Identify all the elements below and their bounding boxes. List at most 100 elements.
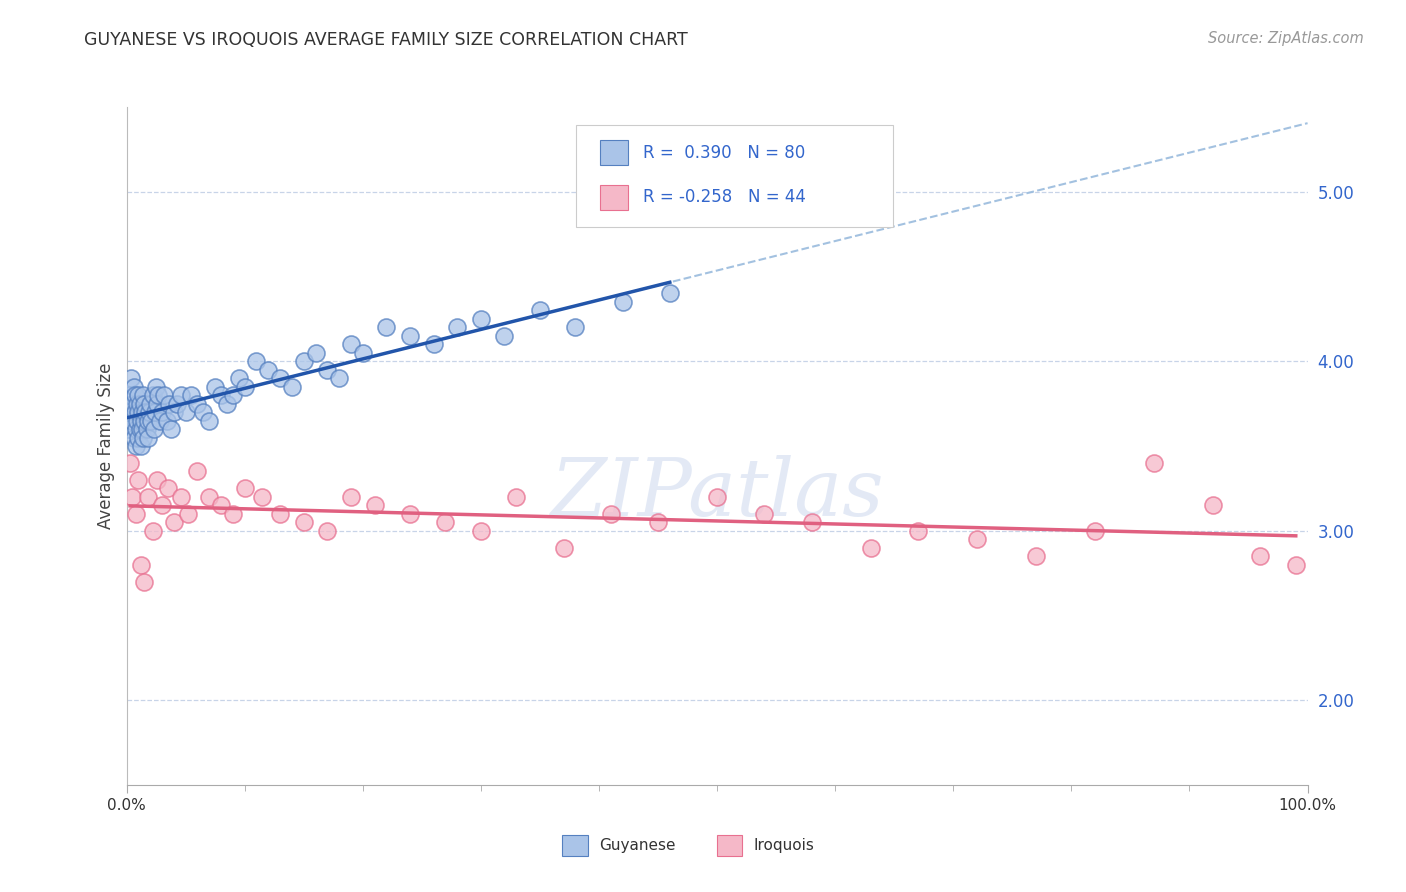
Point <box>150 405 173 419</box>
Point <box>127 405 149 419</box>
Point <box>163 405 186 419</box>
Point <box>204 379 226 393</box>
Point <box>966 532 988 546</box>
Point <box>136 490 159 504</box>
Point <box>148 388 170 402</box>
Point <box>132 388 155 402</box>
Point <box>139 396 162 410</box>
Point <box>269 507 291 521</box>
Point <box>124 405 146 419</box>
Point <box>434 515 457 529</box>
Point <box>1202 498 1225 512</box>
Point <box>209 388 232 402</box>
Point <box>127 430 149 444</box>
Point <box>599 507 621 521</box>
Point <box>186 464 208 478</box>
Point <box>399 328 422 343</box>
Text: Iroquois: Iroquois <box>754 838 814 853</box>
Point <box>142 422 165 436</box>
Point <box>134 396 156 410</box>
Point <box>658 286 681 301</box>
Point <box>553 541 575 555</box>
Text: R = -0.258   N = 44: R = -0.258 N = 44 <box>643 188 806 206</box>
Point <box>136 413 159 427</box>
Point <box>132 430 155 444</box>
Point <box>128 422 150 436</box>
Point <box>150 498 173 512</box>
Point <box>706 490 728 504</box>
Point <box>170 388 193 402</box>
Point <box>180 388 202 402</box>
Point <box>129 413 152 427</box>
Point <box>138 405 160 419</box>
Point <box>143 405 166 419</box>
Point <box>117 422 139 436</box>
Point <box>198 490 221 504</box>
Point <box>174 405 197 419</box>
Point <box>1084 524 1107 538</box>
Point <box>125 439 148 453</box>
Point <box>907 524 929 538</box>
Point <box>1025 549 1047 564</box>
Point <box>127 473 149 487</box>
Point <box>128 396 150 410</box>
Point <box>352 345 374 359</box>
Point <box>163 515 186 529</box>
Point <box>135 422 157 436</box>
Point <box>129 439 152 453</box>
Point <box>156 413 179 427</box>
Point <box>193 405 215 419</box>
Point <box>157 396 180 410</box>
Point <box>316 362 339 376</box>
Text: Guyanese: Guyanese <box>599 838 675 853</box>
Point <box>122 430 145 444</box>
Y-axis label: Average Family Size: Average Family Size <box>97 363 115 529</box>
Point <box>245 354 267 368</box>
Point <box>170 490 193 504</box>
Point <box>145 379 167 393</box>
Point <box>470 311 492 326</box>
Point <box>1285 558 1308 572</box>
Point <box>124 388 146 402</box>
Point <box>215 396 238 410</box>
Point <box>120 371 142 385</box>
Point <box>422 337 444 351</box>
Point <box>141 413 163 427</box>
Point <box>859 541 882 555</box>
Point <box>146 396 169 410</box>
Point <box>564 320 586 334</box>
Point <box>209 498 232 512</box>
Point <box>127 396 149 410</box>
Point <box>122 379 145 393</box>
Point <box>118 405 141 419</box>
Point <box>222 388 245 402</box>
Point <box>494 328 516 343</box>
Point <box>529 303 551 318</box>
Text: ZIPatlas: ZIPatlas <box>550 455 884 533</box>
Point <box>340 337 363 351</box>
Point <box>292 515 315 529</box>
Point <box>136 430 159 444</box>
Point <box>146 473 169 487</box>
Point <box>340 490 363 504</box>
Point <box>125 422 148 436</box>
Point <box>134 574 156 589</box>
Point <box>131 422 153 436</box>
Point <box>120 388 142 402</box>
Point <box>120 456 142 470</box>
Point <box>129 558 152 572</box>
Text: Source: ZipAtlas.com: Source: ZipAtlas.com <box>1208 31 1364 46</box>
Point <box>222 507 245 521</box>
Point <box>470 524 492 538</box>
Point <box>149 413 172 427</box>
Point <box>156 481 179 495</box>
Point <box>125 507 148 521</box>
Point <box>292 354 315 368</box>
Point <box>134 405 156 419</box>
Point <box>153 388 176 402</box>
Point <box>160 422 183 436</box>
Point <box>328 371 350 385</box>
Point <box>800 515 823 529</box>
Point <box>127 413 149 427</box>
Point <box>257 362 280 376</box>
